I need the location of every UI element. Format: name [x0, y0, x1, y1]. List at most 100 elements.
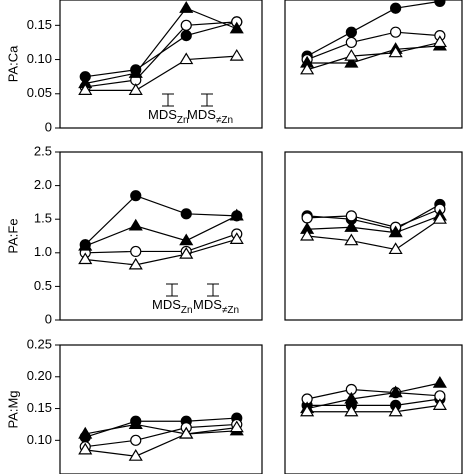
y-tick-label: 0.5 [34, 278, 52, 293]
mds-bar [201, 93, 213, 107]
y-tick-label: 0.15 [27, 17, 52, 32]
y-tick-label: 0.15 [27, 400, 52, 415]
plot-frame [284, 344, 463, 474]
marker [390, 2, 402, 14]
series-line [306, 0, 440, 57]
series-line [85, 21, 237, 88]
plot-frame [59, 151, 263, 321]
y-tick-label: 0.10 [27, 51, 52, 66]
annotation-text: MDS [187, 107, 216, 122]
series-line [84, 194, 237, 246]
marker [344, 404, 359, 417]
marker [179, 52, 194, 65]
marker [78, 83, 93, 95]
series-line [85, 233, 237, 254]
series-line [307, 404, 440, 413]
series-line [307, 398, 440, 406]
series-line [85, 423, 237, 448]
marker [128, 66, 143, 78]
marker [229, 21, 244, 34]
marker [432, 212, 447, 224]
marker [301, 212, 313, 224]
marker [130, 434, 142, 446]
marker [300, 404, 315, 417]
marker [229, 420, 244, 433]
mds-bar [166, 283, 178, 297]
annotation-text: MDS [193, 297, 222, 312]
annotation-text: MDS [152, 297, 181, 312]
marker [300, 228, 315, 241]
marker [229, 232, 244, 244]
y-tick-label: 0.20 [27, 368, 52, 383]
marker [344, 48, 359, 61]
marker [432, 375, 447, 388]
series-line [85, 55, 237, 91]
series-line [85, 215, 238, 247]
marker [130, 245, 142, 258]
annotation-sub: Zn [181, 305, 193, 316]
series-line [307, 203, 441, 230]
series-line [85, 427, 237, 457]
marker [345, 26, 357, 38]
plot-frame [59, 0, 263, 129]
y-tick-label: 1.5 [34, 211, 52, 226]
annotation: MDSZn [152, 297, 193, 315]
marker [179, 426, 194, 439]
marker [128, 218, 143, 231]
marker [390, 26, 402, 38]
y-tick-label: 0 [45, 119, 52, 134]
y-tick-label: 0.10 [27, 432, 52, 447]
marker [344, 233, 359, 246]
marker [78, 426, 93, 439]
series-line [85, 21, 237, 78]
marker [78, 442, 93, 455]
plot-frame [284, 151, 463, 321]
annotation-sub: ≠Zn [216, 115, 233, 126]
series-line [307, 208, 441, 228]
mds-bar [162, 93, 174, 107]
annotation-sub: Zn [177, 115, 189, 126]
annotation: MDS≠Zn [187, 107, 233, 125]
series-line [306, 388, 440, 400]
y-axis-label: PA:Fe [5, 218, 20, 253]
y-axis-label: PA:Mg [5, 390, 20, 428]
marker [388, 404, 403, 417]
marker [388, 45, 403, 58]
marker [388, 242, 403, 255]
marker [179, 246, 194, 259]
y-tick-label: 0 [45, 311, 52, 326]
y-tick-label: 2.5 [34, 143, 52, 158]
series-line [306, 41, 441, 71]
annotation: MDS≠Zn [193, 297, 239, 315]
series-line [307, 218, 441, 251]
marker [179, 1, 194, 13]
annotation-sub: ≠Zn [222, 305, 239, 316]
marker [344, 55, 359, 68]
y-tick-label: 2.0 [34, 177, 52, 192]
marker [128, 417, 143, 430]
plot-frame [59, 344, 263, 474]
marker [229, 208, 244, 221]
marker [344, 391, 359, 404]
mds-bar [207, 283, 219, 297]
marker [300, 62, 315, 75]
marker [229, 48, 244, 61]
y-tick-label: 0.25 [27, 336, 52, 351]
marker [180, 19, 192, 31]
series-line [85, 7, 237, 85]
plot-frame [284, 0, 463, 129]
marker [434, 0, 446, 7]
marker [388, 385, 403, 398]
marker [432, 35, 447, 48]
marker [128, 449, 143, 461]
marker [180, 208, 192, 220]
series-line [85, 238, 237, 266]
marker [130, 190, 142, 202]
marker [128, 257, 143, 270]
marker [344, 220, 359, 232]
marker [78, 252, 93, 265]
y-axis-label: PA:Ca [5, 45, 20, 82]
y-tick-label: 1.0 [34, 244, 52, 259]
series-line [85, 423, 237, 435]
